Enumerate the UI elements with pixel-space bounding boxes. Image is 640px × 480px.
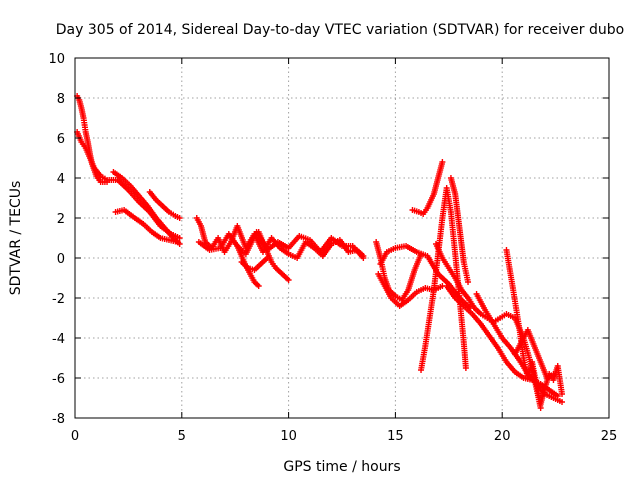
series-track-7 <box>195 229 367 261</box>
data-point <box>174 239 181 245</box>
series-track-16 <box>432 241 544 411</box>
series-track-10 <box>238 255 271 273</box>
plot-frame <box>74 57 610 419</box>
data-point <box>559 391 566 397</box>
series-track-3 <box>110 169 183 247</box>
y-tick-label: -2 <box>52 292 65 307</box>
series-track-21 <box>512 327 557 381</box>
series-track-14 <box>409 159 446 217</box>
grid <box>75 58 609 418</box>
data-point <box>360 255 367 261</box>
y-tick-label: 10 <box>48 52 65 67</box>
data-points <box>74 93 566 411</box>
data-point <box>465 279 472 285</box>
y-tick-label: 8 <box>57 92 65 107</box>
y-tick-label: 2 <box>57 212 65 227</box>
series-track-4 <box>112 207 181 245</box>
x-tick-label: 15 <box>387 429 404 444</box>
data-point <box>462 365 469 371</box>
y-tick-label: -8 <box>52 412 65 427</box>
series-track-5 <box>146 189 183 221</box>
series-track-15 <box>418 185 469 373</box>
y-tick-label: 4 <box>57 172 65 187</box>
chart-title: Day 305 of 2014, Sidereal Day-to-day VTE… <box>56 22 624 38</box>
y-axis-label: SDTVAR / TECUs <box>8 181 24 296</box>
data-point <box>264 255 271 261</box>
y-tick-label: -4 <box>52 332 65 347</box>
x-tick-label: 10 <box>280 429 297 444</box>
x-tick-label: 20 <box>494 429 511 444</box>
y-tick-label: 6 <box>57 132 65 147</box>
data-point <box>176 235 183 241</box>
data-point <box>285 277 292 283</box>
series-track-17 <box>447 175 472 285</box>
axis-ticks: 0 5 10 15 20 25 -8 -6 -4 -2 0 2 4 6 8 10 <box>48 52 617 444</box>
x-tick-label: 0 <box>71 429 79 444</box>
x-tick-label: 25 <box>601 429 618 444</box>
series-track-6 <box>193 215 367 261</box>
data-point <box>550 371 557 377</box>
series-track-9 <box>255 229 292 283</box>
data-point <box>255 283 262 289</box>
x-tick-label: 5 <box>178 429 186 444</box>
data-point <box>176 215 183 221</box>
series-track-13 <box>375 271 446 309</box>
y-tick-label: -6 <box>52 372 65 387</box>
x-axis-label: GPS time / hours <box>283 459 400 475</box>
y-tick-label: 0 <box>57 252 65 267</box>
data-point <box>439 159 446 165</box>
data-point <box>559 399 566 405</box>
